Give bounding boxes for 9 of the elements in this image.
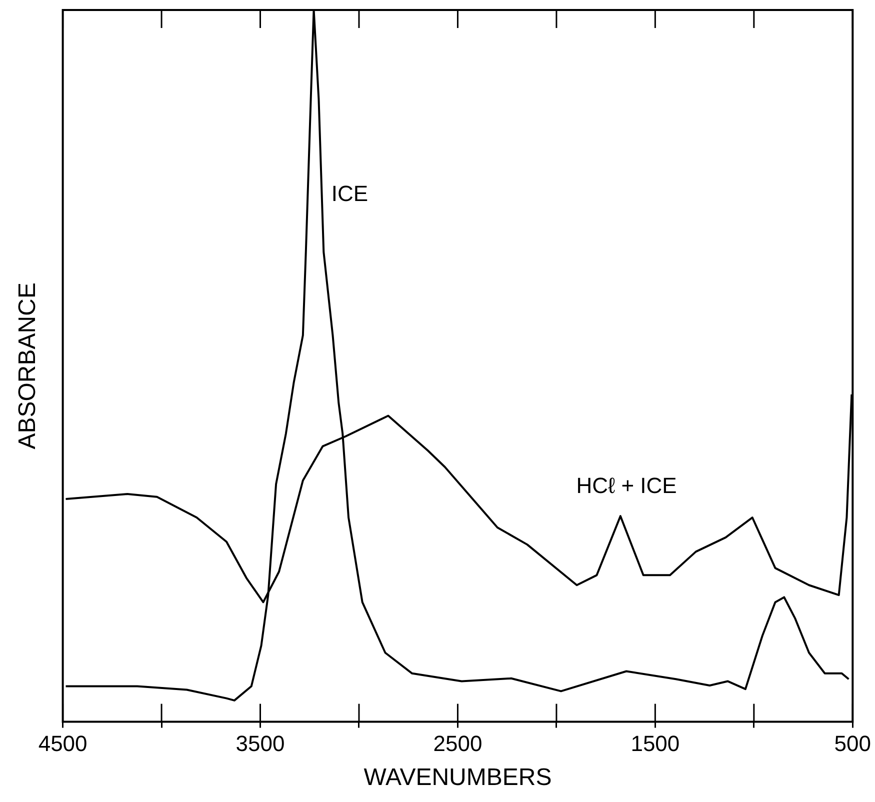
series-label: ICE xyxy=(331,181,368,206)
x-tick-label: 500 xyxy=(834,731,872,756)
series-label: HCℓ + ICE xyxy=(576,472,677,498)
x-tick-label: 2500 xyxy=(433,731,482,756)
x-tick-label: 3500 xyxy=(236,731,285,756)
x-tick-label: 4500 xyxy=(38,731,88,756)
x-tick-label: 1500 xyxy=(630,731,680,756)
y-axis-title: ABSORBANCE xyxy=(14,282,42,450)
x-axis-title: WAVENUMBERS xyxy=(364,764,552,792)
